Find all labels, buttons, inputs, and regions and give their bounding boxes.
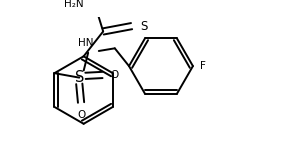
Text: O: O bbox=[77, 110, 85, 120]
Text: S: S bbox=[140, 20, 148, 33]
Text: O: O bbox=[110, 70, 119, 80]
Text: H₂N: H₂N bbox=[64, 0, 84, 9]
Text: HN: HN bbox=[78, 38, 93, 48]
Text: F: F bbox=[200, 61, 206, 71]
Text: S: S bbox=[74, 70, 84, 85]
